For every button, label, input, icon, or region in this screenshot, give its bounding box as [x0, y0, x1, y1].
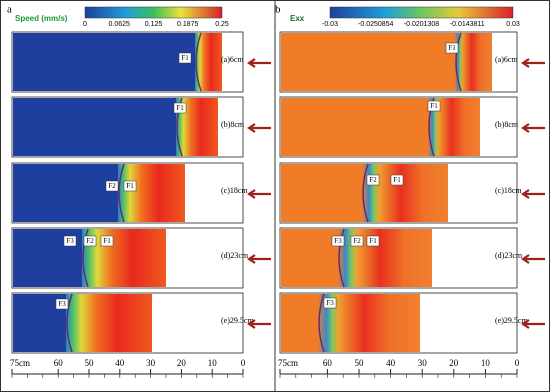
arrow: [521, 189, 545, 199]
axis-tick-label: 30: [146, 358, 156, 368]
axis-tick-label: 30: [418, 358, 428, 368]
fault-label-box: [366, 235, 380, 247]
axis-tick-label: 20: [449, 358, 459, 368]
field-front: [362, 164, 448, 222]
row-label: (e)29.5cm: [221, 316, 254, 325]
arrow: [521, 58, 545, 68]
colorbar: [84, 6, 223, 19]
colorbar-tick-label: 0: [83, 21, 87, 28]
fault-label: F1: [181, 54, 189, 62]
row-label: (b)8cm: [495, 120, 519, 129]
field-front: [195, 33, 222, 91]
row-label: (b)8cm: [221, 120, 245, 129]
fault-label: F2: [369, 176, 377, 184]
fault-label-box: [366, 174, 380, 186]
arrow: [521, 319, 545, 329]
axis-tick-label: 10: [208, 358, 218, 368]
fault-trace: [338, 228, 345, 288]
colorbar-tick-label: 0.25: [215, 21, 229, 28]
axis-tick-label: 20: [177, 358, 187, 368]
row-label: (a)6cm: [495, 55, 518, 64]
colorbar-tick-label: 0.125: [145, 21, 163, 28]
fault-trace: [455, 32, 462, 92]
fault-label-box: [331, 235, 345, 247]
row-label: (c)18cm: [495, 186, 522, 195]
fault-label: F2: [86, 237, 94, 245]
axis-tick-label: 40: [386, 358, 396, 368]
arrow: [247, 254, 271, 264]
fault-label-box: [427, 100, 441, 112]
axis-tick-label: 50: [85, 358, 95, 368]
fault-trace: [195, 32, 202, 92]
field-front: [118, 164, 185, 222]
fault-label: F3: [66, 237, 74, 245]
fault-label-box: [390, 174, 404, 186]
fault-label-box: [350, 235, 364, 247]
fault-label: F1: [448, 44, 456, 52]
fault-label: F3: [58, 300, 66, 308]
arrow: [521, 254, 545, 264]
field-front: [455, 33, 492, 91]
row-label: (e)29.5cm: [495, 316, 528, 325]
fault-label: F1: [369, 237, 377, 245]
colorbar-tick-label: -0.0143811: [450, 21, 485, 28]
fault-label-box: [105, 180, 119, 192]
row-label: (d)23cm: [495, 251, 523, 260]
colorbar-tick-label: -0.0201308: [404, 21, 440, 28]
colorbar-tick-label: -0.03: [322, 21, 338, 28]
fault-trace: [362, 163, 369, 223]
fault-label-box: [178, 52, 192, 64]
arrow: [521, 123, 545, 133]
fault-label: F1: [430, 102, 438, 110]
fault-label-box: [55, 298, 69, 310]
axis-tick-label: 0: [241, 358, 246, 368]
colorbar-tick-label: 0.0625: [109, 21, 131, 28]
fault-trace: [118, 163, 125, 223]
panel-label: b: [275, 4, 281, 16]
axis-tick-label: 60: [54, 358, 64, 368]
fault-label-box: [445, 42, 459, 54]
panel-label: a: [7, 4, 12, 16]
colorbar: [329, 6, 514, 19]
axis-tick-label: 10: [481, 358, 491, 368]
fault-label-box: [123, 180, 137, 192]
fault-label: F3: [326, 299, 334, 307]
fault-label-box: [83, 235, 97, 247]
fault-label: F2: [353, 237, 361, 245]
axis-tick-label: 40: [115, 358, 125, 368]
fault-label: F2: [108, 182, 116, 190]
row-label: (d)23cm: [221, 251, 249, 260]
colorbar-tick-label: -0.0250854: [358, 21, 394, 28]
fault-label-box: [323, 297, 337, 309]
fault-label-box: [100, 235, 114, 247]
arrow: [247, 123, 271, 133]
fault-label: F1: [176, 104, 184, 112]
field-front: [66, 294, 152, 352]
fault-trace: [318, 293, 325, 353]
fault-label-box: [173, 102, 187, 114]
arrow: [247, 189, 271, 199]
axis-tick-label: 75cm: [278, 358, 298, 368]
colorbar-tick-label: 0.03: [506, 21, 520, 28]
colorbar-title: Exx: [290, 14, 305, 23]
fault-label: F3: [334, 237, 342, 245]
row-label: (a)6cm: [221, 55, 244, 64]
axis-tick-label: 60: [323, 358, 333, 368]
arrow: [247, 58, 271, 68]
axis-tick-label: 50: [355, 358, 365, 368]
fault-label: F1: [103, 237, 111, 245]
fault-trace: [82, 228, 89, 288]
fault-label: F1: [393, 176, 401, 184]
axis-tick-label: 75cm: [10, 358, 30, 368]
axis-tick-label: 0: [515, 358, 520, 368]
row-label: (c)18cm: [221, 186, 248, 195]
colorbar-title: Speed (mm/s): [15, 14, 68, 23]
arrow: [247, 319, 271, 329]
fault-label: F1: [126, 182, 134, 190]
fault-trace: [66, 293, 73, 353]
fault-label-box: [63, 235, 77, 247]
colorbar-tick-label: 0.1875: [177, 21, 199, 28]
